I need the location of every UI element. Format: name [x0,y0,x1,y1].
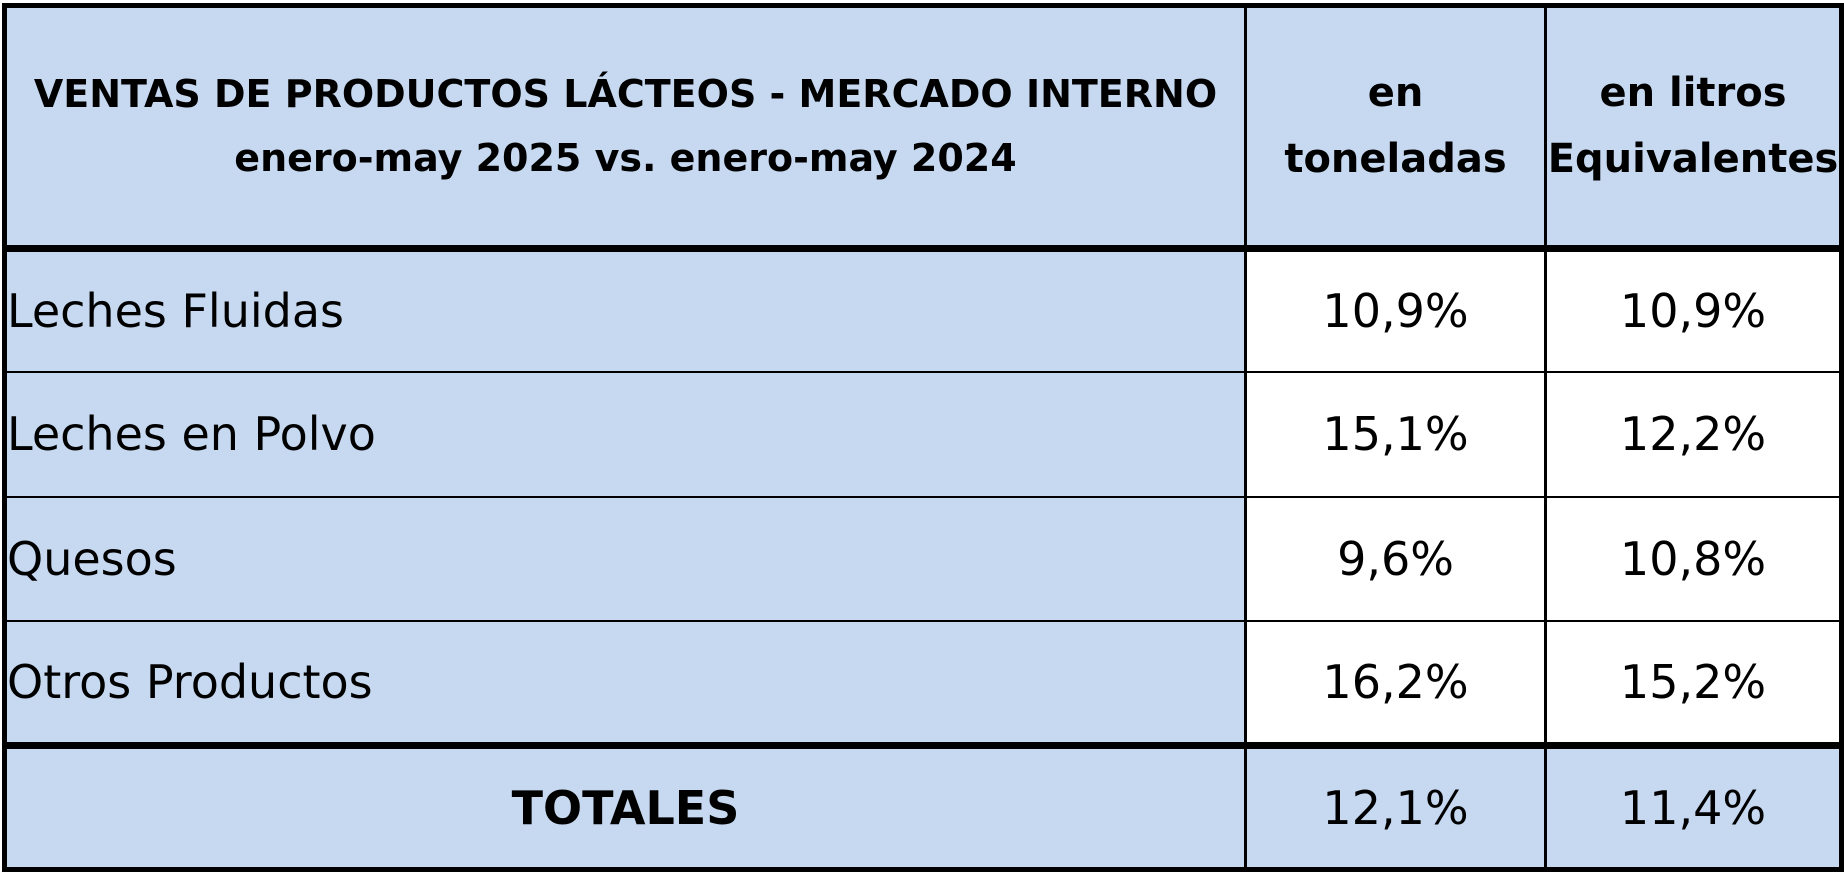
totals-label: TOTALES [4,745,1246,870]
table-row: Otros Productos 16,2% 15,2% [4,620,1842,749]
total-value-cell: 12,1% [1244,745,1546,870]
value-cell: 16,2% [1244,620,1546,749]
table-row: Leches Fluidas 10,9% 10,9% [4,248,1842,374]
table-title: VENTAS DE PRODUCTOS LÁCTEOS - MERCADO IN… [4,5,1246,252]
value-cell: 9,6% [1244,496,1546,622]
sales-table: VENTAS DE PRODUCTOS LÁCTEOS - MERCADO IN… [2,3,1844,872]
title-line-1: VENTAS DE PRODUCTOS LÁCTEOS - MERCADO IN… [33,72,1218,117]
value-cell: 10,9% [1244,248,1546,374]
row-label: Leches Fluidas [4,248,1246,374]
column-header-line: Equivalentes [1547,136,1839,183]
value-cell: 12,2% [1544,372,1842,498]
title-line-2: enero-may 2025 vs. enero-may 2024 [234,136,1017,181]
column-header-line: toneladas [1284,136,1507,183]
total-value-cell: 11,4% [1544,745,1842,870]
totals-row: TOTALES 12,1% 11,4% [4,745,1842,870]
column-header-line: en [1367,70,1424,117]
value-cell: 10,9% [1544,248,1842,374]
column-header-toneladas: en toneladas [1244,5,1546,252]
table-row: Quesos 9,6% 10,8% [4,496,1842,622]
row-label: Otros Productos [4,620,1246,749]
header-row: VENTAS DE PRODUCTOS LÁCTEOS - MERCADO IN… [4,5,1842,252]
row-label: Quesos [4,496,1246,622]
table-row: Leches en Polvo 15,1% 12,2% [4,372,1842,498]
value-cell: 15,2% [1544,620,1842,749]
value-cell: 15,1% [1244,372,1546,498]
value-cell: 10,8% [1544,496,1842,622]
column-header-litros: en litros Equivalentes [1544,5,1842,252]
row-label: Leches en Polvo [4,372,1246,498]
column-header-line: en litros [1599,70,1787,117]
